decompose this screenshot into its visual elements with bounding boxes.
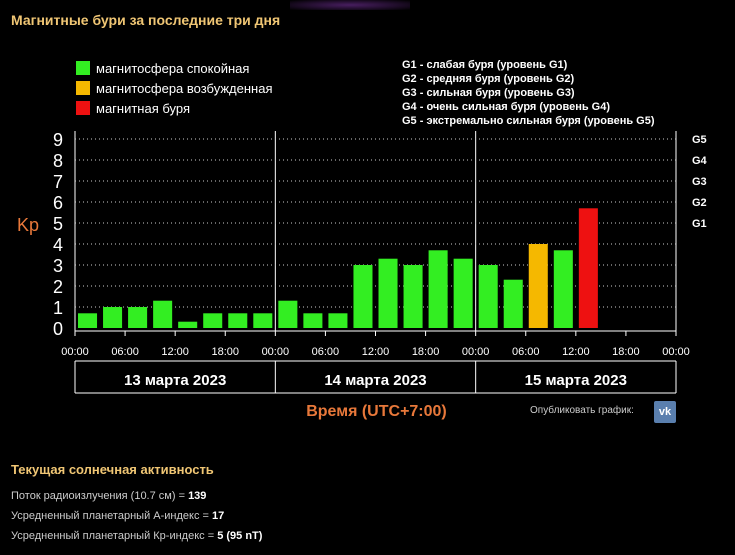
solar-label-kp-index: Усредненный планетарный Кр-индекс = [11,530,218,542]
kp-bar [553,250,573,328]
solar-title: Текущая солнечная активность [11,462,214,477]
solar-label-a-index: Усредненный планетарный А-индекс = [11,510,212,522]
background-glow [290,0,410,10]
y-tick-label: 0 [53,319,63,339]
kp-bar [103,307,123,328]
day-label: 13 марта 2023 [124,372,226,389]
kp-bar [278,300,298,328]
x-tick-label: 00:00 [462,346,490,358]
solar-row-kp-index: Усредненный планетарный Кр-индекс = 5 (9… [11,526,262,546]
legend-label-active: магнитосфера возбужденная [96,80,273,96]
g-level-label: G2 [692,197,707,209]
y-tick-label: 6 [53,193,63,213]
y-tick-label: 3 [53,256,63,276]
kp-bar [228,313,248,328]
x-tick-label: 18:00 [412,346,440,358]
y-tick-label: 1 [53,298,63,318]
solar-row-flux: Поток радиоизлучения (10.7 см) = 139 [11,486,262,506]
legend-label-quiet: магнитосфера спокойная [96,60,250,76]
y-tick-label: 5 [53,214,63,234]
g-legend-g4: G4 - очень сильная буря (уровень G4) [402,101,611,113]
kp-bar [378,258,398,328]
x-tick-label: 00:00 [61,346,89,358]
kp-bar [78,313,98,328]
x-axis-title: Время (UTC+7:00) [306,403,447,420]
x-tick-label: 06:00 [512,346,540,358]
g-legend-g1: G1 - слабая буря (уровень G1) [402,59,568,71]
kp-bar [178,321,198,328]
x-tick-label: 12:00 [562,346,590,358]
kp-bar [453,258,473,328]
x-tick-label: 00:00 [662,346,690,358]
x-tick-label: 12:00 [362,346,390,358]
kp-bar [328,313,348,328]
g-level-label: G5 [692,134,707,146]
y-tick-label: 4 [53,235,63,255]
legend: магнитосфера спокойная магнитосфера возб… [76,58,273,118]
kp-bar [303,313,323,328]
kp-bar [528,244,548,328]
solar-value-kp-index: 5 (95 nT) [217,530,263,542]
legend-label-storm: магнитная буря [96,100,191,116]
x-tick-label: 18:00 [211,346,239,358]
x-tick-label: 12:00 [161,346,189,358]
legend-swatch-active [76,81,90,95]
g-legend-g5: G5 - экстремально сильная буря (уровень … [402,115,655,127]
kp-bar [203,313,223,328]
kp-bar [153,300,173,328]
vk-icon[interactable]: vk [654,401,676,423]
g-level-legend: G1 - слабая буря (уровень G1) G2 - средн… [402,58,655,128]
x-tick-label: 00:00 [262,346,290,358]
y-tick-label: 2 [53,277,63,297]
solar-label-flux: Поток радиоизлучения (10.7 см) = [11,490,189,502]
solar-value-a-index: 17 [212,510,225,522]
g-level-label: G1 [692,218,707,230]
y-axis-label: Kp [17,215,39,235]
g-level-label: G4 [692,155,708,167]
kp-bar [128,307,148,328]
kp-bar [578,208,598,328]
legend-item-storm: магнитная буря [76,98,273,118]
kp-bar [478,265,498,328]
page-title: Магнитные бури за последние три дня [11,12,281,28]
legend-swatch-storm [76,101,90,115]
solar-activity: Текущая солнечная активность Поток радио… [11,462,262,546]
kp-bar [428,250,448,328]
publish-label: Опубликовать график: [530,405,634,416]
legend-item-quiet: магнитосфера спокойная [76,58,273,78]
g-legend-g3: G3 - сильная буря (уровень G3) [402,87,575,99]
day-label: 14 марта 2023 [324,372,426,389]
y-tick-label: 9 [53,130,63,150]
x-tick-label: 06:00 [312,346,340,358]
y-tick-label: 7 [53,172,63,192]
legend-swatch-quiet [76,61,90,75]
kp-bar [503,279,523,328]
kp-bar [403,265,423,328]
y-tick-label: 8 [53,151,63,171]
g-legend-g2: G2 - средняя буря (уровень G2) [402,73,575,85]
solar-row-a-index: Усредненный планетарный А-индекс = 17 [11,506,262,526]
day-label: 15 марта 2023 [525,372,627,389]
g-level-label: G3 [692,176,707,188]
solar-value-flux: 139 [188,490,207,502]
legend-item-active: магнитосфера возбужденная [76,78,273,98]
x-tick-label: 18:00 [612,346,640,358]
x-tick-label: 06:00 [111,346,139,358]
kp-bar [253,313,273,328]
kp-bar [353,265,373,328]
